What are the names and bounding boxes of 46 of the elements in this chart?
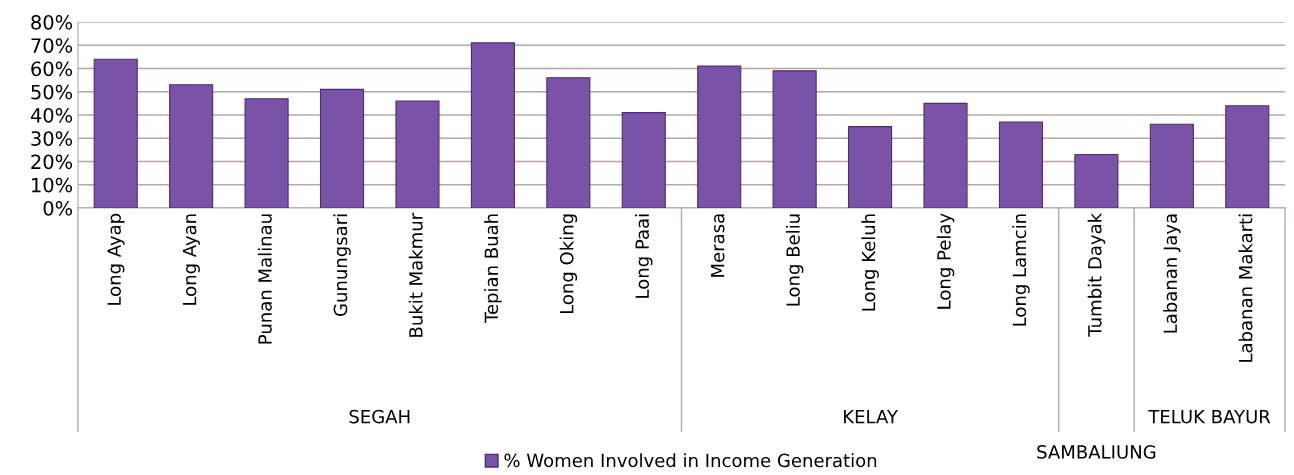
x-tick-label: Long Ayan <box>182 214 200 305</box>
x-tick-label: Labanan Makarti <box>1238 214 1253 362</box>
bar <box>923 102 968 208</box>
x-tick-label: Long Keluh <box>861 214 879 311</box>
bar <box>1149 123 1194 208</box>
x-tick-label: Long Lamcin <box>1012 214 1030 326</box>
bar <box>93 58 138 208</box>
text: KELAY <box>844 410 898 424</box>
y-tick-label: 70% <box>31 38 73 53</box>
bar <box>470 42 515 208</box>
bar <box>697 65 742 208</box>
y-tick-label: 50% <box>31 84 73 100</box>
x-tick-label: Labanan Jaya <box>1163 214 1181 333</box>
bar <box>546 77 591 208</box>
x-tick-label: Punan Malinau <box>257 214 272 344</box>
x-tick-label: Bukit Makmur <box>408 212 423 337</box>
x-tick-label: Merasa <box>711 214 725 277</box>
y-tick-label: 80% <box>31 14 73 30</box>
bar <box>848 126 893 208</box>
y-tick-label: 60% <box>31 61 73 77</box>
y-tick-label: 30% <box>31 131 73 146</box>
x-tick-label: Long Oking <box>559 214 578 314</box>
x-tick-label: Long Ayap <box>107 213 125 305</box>
text: TELUK BAYUR <box>1148 410 1271 424</box>
x-tick-label: Tumbit Dayak <box>1087 212 1106 337</box>
bar <box>319 88 365 208</box>
bar <box>998 121 1044 208</box>
x-tick-label: Long Paai <box>635 214 653 298</box>
bar <box>244 98 289 208</box>
x-tick-label: Tepian Buah <box>484 214 502 324</box>
text: SAMBALIUNG <box>1037 445 1156 459</box>
bar <box>169 84 214 208</box>
y-tick-label: 40% <box>30 107 73 123</box>
bar <box>395 100 440 208</box>
x-tick-label: Long Pelay <box>936 213 955 309</box>
y-tick-label: 0% <box>43 200 73 216</box>
y-tick-label: 10% <box>32 177 73 193</box>
x-tick-label: Gunungsari <box>333 214 351 316</box>
y-tick-label: 20% <box>31 154 73 170</box>
x-tick-label: Long Beliu <box>785 214 804 306</box>
text: SEGAH <box>349 409 410 424</box>
bar <box>1225 105 1270 208</box>
bar <box>621 112 666 208</box>
legend-label: % Women Involved in Income Generation <box>504 453 877 468</box>
bar <box>1074 153 1119 208</box>
bar <box>772 70 817 208</box>
